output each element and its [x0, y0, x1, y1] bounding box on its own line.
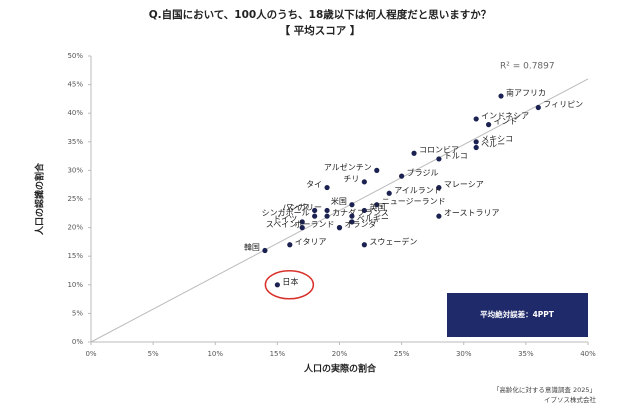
point — [299, 225, 305, 231]
point-label: コロンビア — [419, 146, 459, 155]
point-label: スイス — [286, 203, 310, 212]
y-axis-label: 人口の認識の割合 — [34, 162, 46, 236]
x-tick-label: 35% — [518, 350, 534, 358]
point-label: フランス — [357, 209, 389, 218]
point-label: メキシコ — [481, 134, 513, 143]
point — [336, 225, 343, 231]
point-label: ハンガリー — [282, 202, 322, 212]
point — [486, 122, 492, 128]
y-tick-label: 15% — [67, 252, 83, 260]
point — [262, 247, 268, 254]
y-tick-label: 10% — [67, 281, 83, 289]
point — [436, 156, 442, 162]
x-tick-label: 20% — [332, 350, 348, 358]
point-label: カナダ — [332, 208, 356, 218]
point-label: ブラジル — [407, 168, 439, 178]
point-label: 南アフリカ — [506, 88, 546, 98]
y-tick-label: 40% — [67, 109, 83, 117]
x-tick-label: 10% — [207, 350, 223, 358]
point-label: マレーシア — [444, 180, 484, 189]
point-label: ベルギー — [357, 214, 389, 223]
point — [436, 184, 442, 191]
y-tick-label: 45% — [67, 81, 83, 89]
point-label: イタリア — [295, 237, 327, 246]
point-label: 英国 — [369, 202, 385, 212]
x-tick-label: 25% — [394, 350, 410, 358]
point — [374, 167, 380, 173]
point-label: トルコ — [444, 151, 468, 160]
source: 「高齢化に対する意識調査 2025」 — [493, 385, 596, 394]
point-label: スペイン — [266, 220, 297, 229]
point — [361, 207, 367, 214]
point-label: オランダ — [345, 219, 377, 229]
x-tick-label: 0% — [85, 350, 96, 358]
point — [349, 202, 355, 208]
point-label: ニュージーランド — [382, 197, 446, 206]
point-label: スウェーデン — [369, 236, 417, 246]
point-label: タイ — [306, 180, 322, 189]
point — [361, 242, 367, 248]
y-tick-label: 5% — [72, 309, 83, 317]
point — [498, 93, 504, 99]
point — [324, 184, 330, 191]
point — [473, 139, 479, 145]
point-label: インド — [494, 117, 518, 126]
point-label: インドネシア — [481, 111, 529, 120]
chart-subtitle: 【 平均スコア 】 — [280, 24, 361, 37]
point — [274, 282, 280, 288]
source: イプソス株式会社 — [544, 395, 597, 404]
point — [473, 144, 479, 151]
point-label: シンガポール — [262, 208, 310, 218]
point-label: アイルランド — [394, 186, 442, 195]
x-tick-label: 5% — [148, 350, 159, 358]
point — [361, 179, 367, 185]
point — [312, 207, 318, 214]
point — [399, 173, 405, 179]
point-label: アルゼンチン — [324, 162, 372, 172]
point — [349, 219, 355, 225]
point — [436, 213, 442, 219]
x-axis-label: 人口の実際の割合 — [303, 363, 377, 375]
highlight-ring — [264, 270, 315, 300]
point — [535, 104, 541, 111]
point-label: ポーランド — [295, 220, 335, 229]
y-tick-label: 30% — [67, 166, 83, 174]
point-label: ペルー — [481, 140, 505, 149]
y-tick-label: 35% — [67, 138, 83, 146]
y-tick-label: 20% — [67, 224, 83, 232]
x-tick-label: 30% — [456, 350, 472, 358]
point — [312, 213, 318, 219]
y-tick-label: 0% — [72, 338, 83, 346]
point-label: ドイツ — [273, 214, 297, 223]
point-label: チリ — [343, 174, 359, 183]
chart-title: Q.自国において、100人のうち、18歳以下は何人程度だと思いますか？ — [149, 8, 492, 21]
point-label: フィリピン — [543, 100, 583, 109]
trendline — [90, 78, 589, 343]
point — [411, 150, 417, 156]
point — [386, 190, 392, 196]
y-tick-label: 50% — [67, 52, 83, 60]
point — [324, 207, 330, 214]
point — [473, 116, 479, 122]
annotation: 平均絶対誤差：4PPT — [480, 309, 555, 319]
x-tick-label: 15% — [270, 350, 286, 358]
point — [299, 219, 305, 225]
x-tick-label: 40% — [580, 350, 596, 358]
point — [324, 213, 330, 219]
annotation-box — [447, 293, 588, 337]
point — [374, 202, 380, 208]
r2-label: R² = 0.7897 — [500, 62, 555, 72]
point-label: オーストラリア — [444, 209, 500, 218]
point-label: 韓国 — [244, 242, 260, 252]
point-label: 日本 — [282, 276, 298, 286]
y-tick-label: 25% — [67, 195, 83, 203]
point — [287, 242, 293, 248]
point — [349, 213, 355, 219]
point-label: 米国 — [331, 196, 347, 206]
